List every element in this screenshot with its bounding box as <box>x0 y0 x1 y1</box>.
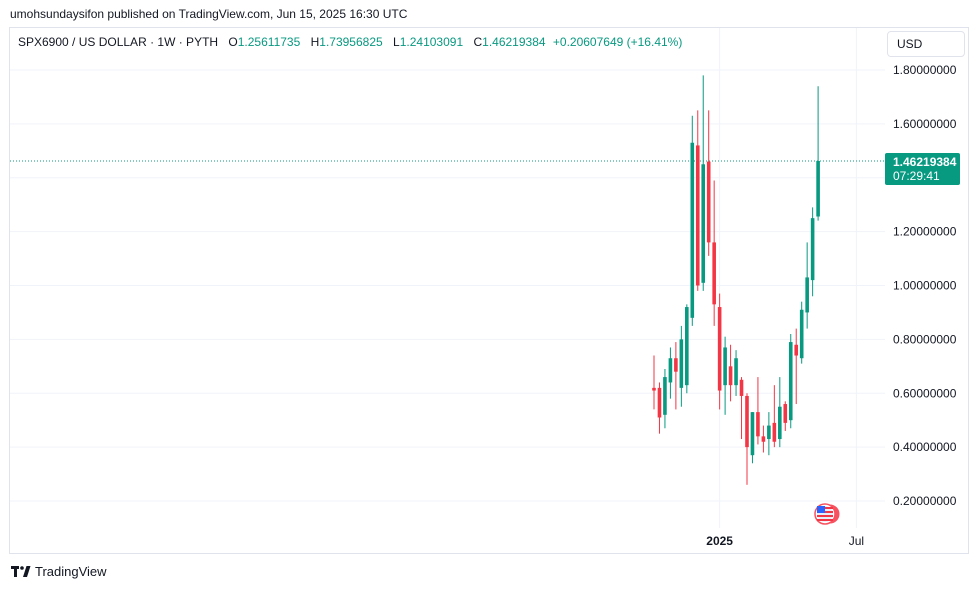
candle-body <box>717 307 722 391</box>
candle-body <box>701 164 706 283</box>
candle[interactable] <box>794 328 799 405</box>
tradingview-logo-icon <box>11 565 31 577</box>
candle[interactable] <box>788 333 793 429</box>
candle-body <box>690 142 695 318</box>
candle[interactable] <box>783 401 788 431</box>
candle[interactable] <box>810 207 815 297</box>
candle[interactable] <box>723 336 727 415</box>
candle-body <box>679 339 684 388</box>
candle-body <box>794 344 799 356</box>
y-tick-label: 0.60000000 <box>893 386 957 400</box>
open-value: 1.25611735 <box>237 35 301 49</box>
y-tick-label: 1.80000000 <box>893 63 957 77</box>
candle-body <box>734 358 738 386</box>
us-flag-events-icon[interactable] <box>814 503 841 525</box>
candle-body <box>712 242 716 305</box>
candle-body <box>783 404 788 423</box>
chart-frame <box>9 27 969 554</box>
candle[interactable] <box>772 385 777 448</box>
close-label: C <box>473 35 483 49</box>
candle[interactable] <box>712 180 716 326</box>
candle-body <box>674 358 678 372</box>
candle-body <box>652 387 656 391</box>
candle[interactable] <box>679 325 684 407</box>
y-tick-label: 0.40000000 <box>893 440 957 454</box>
candle-body <box>767 425 771 440</box>
y-tick-label: 0.80000000 <box>893 332 957 346</box>
candle-body <box>761 436 766 442</box>
candle[interactable] <box>778 377 782 448</box>
y-tick-label: 1.60000000 <box>893 117 957 131</box>
candle-body <box>668 358 673 383</box>
x-tick-label: 2025 <box>706 534 733 548</box>
candle-body <box>706 161 711 243</box>
candle-body <box>788 342 793 421</box>
high-value: 1.73956825 <box>319 35 383 49</box>
candle[interactable] <box>799 301 804 364</box>
last-price-tag: 1.46219384 07:29:41 <box>885 152 960 185</box>
candle[interactable] <box>745 393 749 485</box>
candle-body <box>816 160 820 217</box>
candle[interactable] <box>805 242 809 329</box>
high-label: H <box>310 35 320 49</box>
candle[interactable] <box>767 412 771 456</box>
last-price-tag-box <box>885 152 960 185</box>
bar-countdown: 07:29:41 <box>893 169 940 183</box>
candle-body <box>657 387 662 418</box>
candle-body <box>728 366 733 386</box>
candle-body <box>685 307 689 386</box>
candle[interactable] <box>761 425 766 453</box>
candle-body <box>772 422 777 442</box>
candle-body <box>745 395 749 448</box>
candle[interactable] <box>706 110 711 256</box>
currency-button[interactable]: USD <box>887 31 965 57</box>
candle-body <box>756 412 760 437</box>
x-tick-label: Jul <box>849 534 864 548</box>
candle[interactable] <box>756 377 760 445</box>
candle[interactable] <box>652 355 656 410</box>
candle[interactable] <box>739 377 744 440</box>
low-value: 1.24103091 <box>399 35 464 49</box>
candle-body <box>663 377 667 415</box>
y-axis: 1.800000001.600000001.400000001.20000000… <box>893 63 957 508</box>
candle-body <box>805 277 809 313</box>
low-label: L <box>393 35 400 49</box>
candle[interactable] <box>668 347 673 399</box>
candle-layer <box>652 75 820 485</box>
candle[interactable] <box>734 350 738 396</box>
last-price-value: 1.46219384 <box>893 155 957 169</box>
candle-body <box>739 379 744 396</box>
candle-body <box>723 347 727 386</box>
candle[interactable] <box>695 110 700 291</box>
tradingview-brand: TradingView <box>35 564 107 579</box>
grid-layer <box>10 28 885 528</box>
change-value: +0.20607649 (+16.41%) <box>552 35 683 49</box>
candle[interactable] <box>717 293 722 410</box>
candle[interactable] <box>701 75 706 291</box>
close-value: 1.46219384 <box>482 35 546 49</box>
y-tick-label: 0.20000000 <box>893 494 957 508</box>
open-label: O <box>228 35 238 49</box>
candle-body <box>778 406 782 440</box>
candle[interactable] <box>816 86 820 221</box>
candle[interactable] <box>657 382 662 434</box>
candle[interactable] <box>674 342 678 410</box>
candle-body <box>750 412 755 456</box>
symbol-description: SPX6900 / US DOLLAR · 1W · PYTH <box>18 35 219 49</box>
publication-info: umohsundaysifon published on TradingView… <box>10 7 408 21</box>
candle[interactable] <box>663 369 667 429</box>
chart-legend: SPX6900 / US DOLLAR · 1W · PYTH O1.25611… <box>18 35 682 49</box>
y-tick-label: 1.00000000 <box>893 279 957 293</box>
y-tick-label: 1.20000000 <box>893 225 957 239</box>
candle[interactable] <box>690 115 695 326</box>
candle[interactable] <box>728 344 733 402</box>
candle-body <box>695 145 700 286</box>
candle[interactable] <box>750 412 755 464</box>
candle[interactable] <box>685 304 689 394</box>
tradingview-logo[interactable]: TradingView <box>11 564 107 579</box>
x-axis: 2025 Jul <box>706 534 864 548</box>
candle-body <box>799 309 804 359</box>
candle-body <box>810 218 815 281</box>
